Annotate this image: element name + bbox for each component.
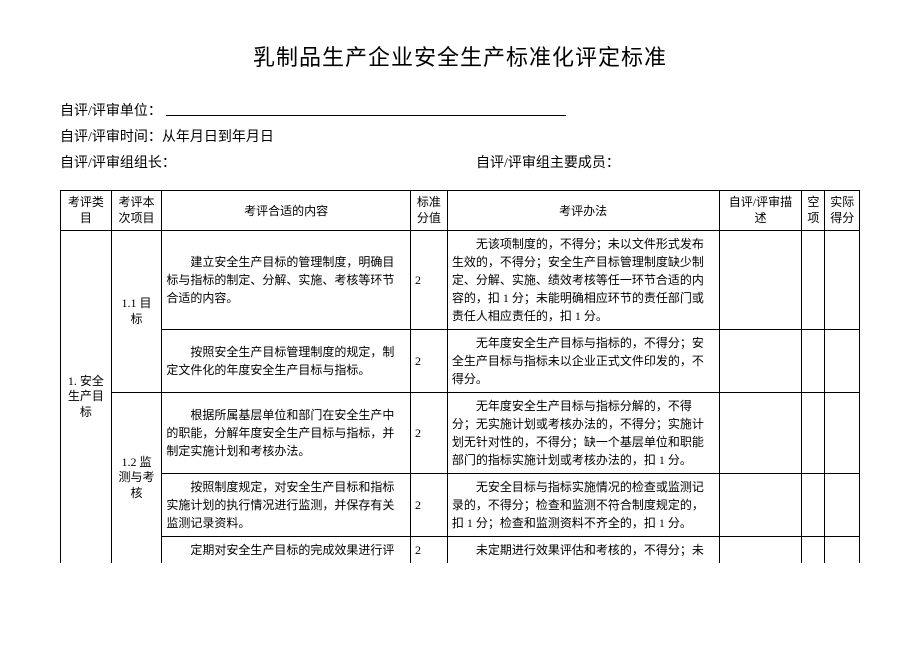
score-cell: 2 <box>410 537 447 564</box>
col-actual: 实际得分 <box>825 191 860 231</box>
actual-cell <box>825 393 860 474</box>
review-cell <box>719 231 802 330</box>
col-content: 考评合适的内容 <box>162 191 411 231</box>
blank-cell <box>802 231 825 330</box>
score-cell: 2 <box>410 474 447 537</box>
table-row: 1. 安全生产目标 1.1 目标 建立安全生产目标的管理制度，明确目标与指标的制… <box>61 231 860 330</box>
col-item: 考评本次项目 <box>111 191 162 231</box>
blank-cell <box>802 330 825 393</box>
content-cell: 定期对安全生产目标的完成效果进行评 <box>162 537 411 564</box>
table-row: 按照安全生产目标管理制度的规定，制定文件化的年度安全生产目标与指标。 2 无年度… <box>61 330 860 393</box>
sub-item-cell: 1.1 目标 <box>111 231 162 393</box>
content-cell: 建立安全生产目标的管理制度，明确目标与指标的制定、分解、实施、考核等环节合适的内… <box>162 231 411 330</box>
blank-cell <box>802 537 825 564</box>
meta-time: 自评/评审时间： 从年月日到年月日 <box>60 126 860 146</box>
score-cell: 2 <box>410 231 447 330</box>
table-row: 按照制度规定，对安全生产目标和指标实施计划的执行情况进行监测，并保存有关监测记录… <box>61 474 860 537</box>
members-label: 自评/评审组主要成员： <box>476 152 860 172</box>
content-cell: 根据所属基层单位和部门在安全生产中的职能，分解年度安全生产目标与指标，并制定实施… <box>162 393 411 474</box>
time-label: 自评/评审时间： <box>60 126 162 146</box>
table-row: 定期对安全生产目标的完成效果进行评 2 未定期进行效果评估和考核的，不得分；未 <box>61 537 860 564</box>
actual-cell <box>825 231 860 330</box>
review-cell <box>719 393 802 474</box>
page-title: 乳制品生产企业安全生产标准化评定标准 <box>60 40 860 72</box>
actual-cell <box>825 537 860 564</box>
method-cell: 未定期进行效果评估和考核的，不得分；未 <box>447 537 719 564</box>
col-review: 自评/评审描述 <box>719 191 802 231</box>
review-cell <box>719 330 802 393</box>
method-cell: 无该项制度的，不得分；未以文件形式发布生效的，不得分；安全生产目标管理制度缺少制… <box>447 231 719 330</box>
review-cell <box>719 537 802 564</box>
blank-cell <box>802 474 825 537</box>
blank-cell <box>802 393 825 474</box>
col-blank: 空项 <box>802 191 825 231</box>
content-cell: 按照制度规定，对安全生产目标和指标实施计划的执行情况进行监测，并保存有关监测记录… <box>162 474 411 537</box>
col-method: 考评办法 <box>447 191 719 231</box>
table-header-row: 考评类目 考评本次项目 考评合适的内容 标准分值 考评办法 自评/评审描述 空项… <box>61 191 860 231</box>
col-category: 考评类目 <box>61 191 112 231</box>
time-value: 从年月日到年月日 <box>162 126 274 146</box>
method-cell: 无年度安全生产目标与指标的，不得分；安全生产目标与指标未以企业正式文件印发的，不… <box>447 330 719 393</box>
meta-unit: 自评/评审单位： <box>60 100 860 120</box>
score-cell: 2 <box>410 330 447 393</box>
leader-label: 自评/评审组组长： <box>60 152 176 172</box>
score-cell: 2 <box>410 393 447 474</box>
actual-cell <box>825 474 860 537</box>
actual-cell <box>825 330 860 393</box>
method-cell: 无年度安全生产目标与指标分解的，不得分；无实施计划或考核办法的，不得分；实施计划… <box>447 393 719 474</box>
table-row: 1.2 监测与考核 根据所属基层单位和部门在安全生产中的职能，分解年度安全生产目… <box>61 393 860 474</box>
method-cell: 无安全目标与指标实施情况的检查或监测记录的，不得分；检查和监测不符合制度规定的，… <box>447 474 719 537</box>
sub-item-cell: 1.2 监测与考核 <box>111 393 162 564</box>
review-cell <box>719 474 802 537</box>
unit-label: 自评/评审单位： <box>60 100 162 120</box>
category-cell: 1. 安全生产目标 <box>61 231 112 564</box>
col-score: 标准分值 <box>410 191 447 231</box>
content-cell: 按照安全生产目标管理制度的规定，制定文件化的年度安全生产目标与指标。 <box>162 330 411 393</box>
evaluation-table: 考评类目 考评本次项目 考评合适的内容 标准分值 考评办法 自评/评审描述 空项… <box>60 190 860 563</box>
unit-underline <box>166 100 566 116</box>
